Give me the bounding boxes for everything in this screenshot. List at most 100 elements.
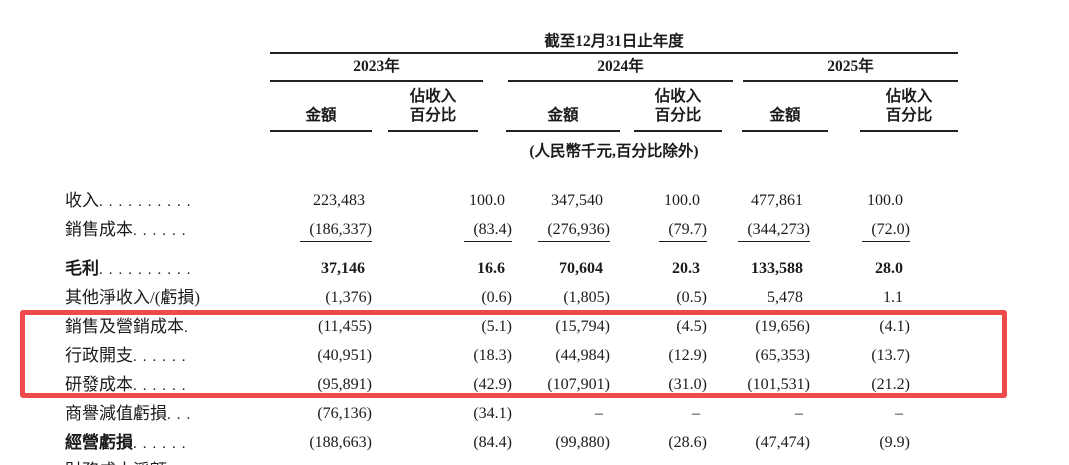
row-label-text: 商譽減值虧損 bbox=[65, 404, 167, 423]
table-row-cost-of-sales: 銷售成本 (186,337) (83.4) (276,936) (79.7) (344,2… bbox=[65, 215, 910, 244]
value-cell: (15,794) bbox=[512, 312, 610, 341]
value-cell: 16.6 bbox=[372, 254, 512, 283]
row-label: 經營虧損 bbox=[65, 428, 270, 457]
value-cell: 20.3 bbox=[610, 254, 707, 283]
value-cell: (18.3) bbox=[372, 341, 512, 370]
value-text: 477,861 bbox=[751, 192, 803, 209]
value-cell: – bbox=[610, 399, 707, 428]
header-top-rule bbox=[270, 52, 958, 54]
value-cell: (72.0) bbox=[810, 215, 910, 244]
row-label-text: 收入 bbox=[65, 191, 99, 210]
value-cell: (42.9) bbox=[372, 370, 512, 399]
subcol-rule bbox=[860, 130, 958, 132]
partial-bottom-row: 財務成本淨額 bbox=[65, 456, 167, 465]
year-rule-2025 bbox=[743, 80, 958, 82]
value-cell: (84.4) bbox=[372, 428, 512, 457]
value-text: (188,663) bbox=[309, 434, 372, 451]
value-text: (19,656) bbox=[755, 318, 810, 335]
amount-label: 金額 bbox=[769, 107, 801, 124]
value-text: (40,951) bbox=[317, 347, 372, 364]
dot-leader bbox=[167, 399, 192, 428]
year-header-2024: 2024年 bbox=[597, 58, 644, 75]
value-cell: (0.6) bbox=[372, 283, 512, 312]
pct-label-line2: 百分比 bbox=[409, 107, 457, 124]
row-label-text: 毛利 bbox=[65, 259, 99, 278]
value-text: (28.6) bbox=[668, 434, 707, 451]
table-row-rnd-costs: 研發成本 (95,891) (42.9) (107,901) (31.0) (101,53… bbox=[65, 370, 910, 399]
value-cell: (40,951) bbox=[270, 341, 372, 370]
table-body: 收入 223,483 100.0 347,540 100.0 477,861 100.0 銷售… bbox=[65, 186, 910, 457]
row-label-text: 經營虧損 bbox=[65, 433, 133, 452]
subcol-rule bbox=[742, 130, 828, 132]
table-row-revenue: 收入 223,483 100.0 347,540 100.0 477,861 100.0 bbox=[65, 186, 910, 215]
dot-leader bbox=[133, 215, 192, 244]
value-cell: – bbox=[707, 399, 810, 428]
value-text: 100.0 bbox=[867, 192, 903, 209]
value-text: (34.1) bbox=[473, 405, 512, 422]
value-cell: (276,936) bbox=[512, 215, 610, 244]
row-label-text: 銷售及營銷成本 bbox=[65, 317, 184, 336]
value-cell: (11,455) bbox=[270, 312, 372, 341]
dot-leader bbox=[99, 254, 192, 283]
value-cell: 347,540 bbox=[512, 186, 610, 215]
value-text: 347,540 bbox=[551, 192, 603, 209]
value-cell: (79.7) bbox=[610, 215, 707, 244]
col-header-pct-2023: 佔收入 百分比 bbox=[388, 86, 478, 125]
value-text: (4.5) bbox=[676, 318, 707, 335]
value-text: (84.4) bbox=[473, 434, 512, 451]
value-cell: (76,136) bbox=[270, 399, 372, 428]
value-cell: (101,531) bbox=[707, 370, 810, 399]
dot-leader bbox=[184, 312, 192, 341]
value-text: 16.6 bbox=[477, 260, 505, 277]
row-label: 研發成本 bbox=[65, 370, 270, 399]
pct-label-line2: 百分比 bbox=[654, 107, 702, 124]
row-label: 收入 bbox=[65, 186, 270, 215]
value-cell: (9.9) bbox=[810, 428, 910, 457]
amount-label: 金額 bbox=[547, 107, 579, 124]
value-text: 70,604 bbox=[559, 260, 603, 277]
value-cell: 70,604 bbox=[512, 254, 610, 283]
value-text: (5.1) bbox=[481, 318, 512, 335]
subcol-rule bbox=[270, 130, 372, 132]
col-header-amount-2025: 金額 bbox=[742, 86, 828, 125]
value-cell: (44,984) bbox=[512, 341, 610, 370]
value-text: (107,901) bbox=[547, 376, 610, 393]
value-text: 100.0 bbox=[664, 192, 700, 209]
value-cell: – bbox=[810, 399, 910, 428]
row-label: 毛利 bbox=[65, 254, 270, 283]
value-cell: (1,376) bbox=[270, 283, 372, 312]
dot-leader bbox=[133, 370, 192, 399]
value-text: (18.3) bbox=[473, 347, 512, 364]
value-text: (4.1) bbox=[879, 318, 910, 335]
dot-leader bbox=[133, 341, 192, 370]
value-cell: 1.1 bbox=[810, 283, 910, 312]
value-cell: (4.1) bbox=[810, 312, 910, 341]
value-text: (11,455) bbox=[317, 318, 372, 335]
pct-label-line2: 百分比 bbox=[885, 107, 933, 124]
table-row-selling-marketing-costs: 銷售及營銷成本 (11,455) (5.1) (15,794) (4.5) (19,656… bbox=[65, 312, 910, 341]
value-text: (83.4) bbox=[464, 221, 512, 242]
value-cell: (344,273) bbox=[707, 215, 810, 244]
value-text: (186,337) bbox=[300, 221, 372, 242]
value-text: (42.9) bbox=[473, 376, 512, 393]
value-cell: (65,353) bbox=[707, 341, 810, 370]
year-header-2025: 2025年 bbox=[827, 58, 874, 75]
value-text: (44,984) bbox=[555, 347, 610, 364]
value-cell: (107,901) bbox=[512, 370, 610, 399]
pct-label-line1: 佔收入 bbox=[885, 88, 933, 105]
subcol-rule bbox=[634, 130, 722, 132]
value-text: (76,136) bbox=[317, 405, 372, 422]
value-cell: 133,588 bbox=[707, 254, 810, 283]
value-text: (9.9) bbox=[879, 434, 910, 451]
col-header-amount-2024: 金額 bbox=[506, 86, 620, 125]
year-rule-2024 bbox=[508, 80, 733, 82]
value-text: – bbox=[595, 405, 603, 422]
row-label: 行政開支 bbox=[65, 341, 270, 370]
value-cell: (0.5) bbox=[610, 283, 707, 312]
subcol-rule bbox=[506, 130, 620, 132]
value-text: (0.5) bbox=[676, 289, 707, 306]
value-cell: (188,663) bbox=[270, 428, 372, 457]
value-cell: 100.0 bbox=[810, 186, 910, 215]
value-cell: 223,483 bbox=[270, 186, 372, 215]
